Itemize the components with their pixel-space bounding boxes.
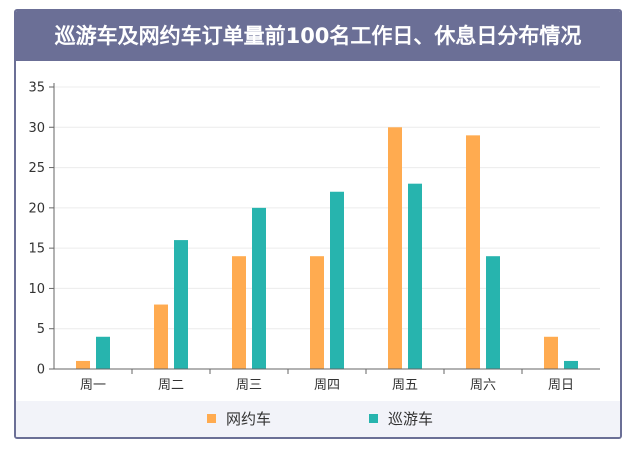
bar-marks (76, 127, 578, 370)
x-tick-label: 周四 (314, 378, 340, 393)
x-tick-label: 周二 (158, 378, 184, 393)
y-tick-label: 5 (37, 322, 45, 337)
bar-chart: 0 5 10 15 20 25 30 35 周一 周二 周三 周四 周五 周六 周日 (28, 81, 600, 393)
y-tick-label: 25 (28, 161, 45, 176)
bar-series-1[interactable] (252, 207, 266, 369)
y-tick-label: 0 (37, 363, 45, 378)
y-tick-label: 35 (28, 81, 45, 96)
axes: 0 5 10 15 20 25 30 35 周一 周二 周三 周四 周五 周六 周日 (28, 81, 600, 393)
legend-item-series-1[interactable]: 巡游车 (369, 401, 433, 437)
grid-lines (54, 86, 600, 330)
x-tick-label: 周三 (236, 378, 262, 393)
bar-series-0[interactable] (544, 336, 558, 369)
legend: 网约车 巡游车 (16, 401, 620, 437)
legend-label-series-1: 巡游车 (388, 410, 434, 428)
bar-series-1[interactable] (564, 360, 578, 369)
legend-item-series-0[interactable]: 网约车 (207, 401, 271, 437)
bar-series-0[interactable] (232, 256, 246, 369)
chart-title: 巡游车及网约车订单量前100名工作日、休息日分布情况 (16, 11, 620, 61)
bar-series-0[interactable] (154, 304, 168, 369)
chart-card: 巡游车及网约车订单量前100名工作日、休息日分布情况 0 5 10 15 20 25 30 3… (14, 9, 622, 439)
bar-series-1[interactable] (408, 183, 422, 369)
bar-series-0[interactable] (76, 360, 90, 369)
legend-swatch-series-0 (207, 414, 216, 423)
x-tick-label: 周日 (548, 378, 574, 393)
bar-series-1[interactable] (96, 336, 110, 369)
x-tick-label: 周五 (392, 378, 418, 393)
bar-series-0[interactable] (388, 127, 402, 370)
bar-series-0[interactable] (310, 256, 324, 369)
y-tick-label: 15 (28, 242, 45, 257)
y-tick-label: 30 (28, 121, 45, 136)
legend-label-series-0: 网约车 (226, 410, 272, 428)
y-tick-label: 20 (28, 201, 45, 216)
x-tick-label: 周一 (80, 378, 106, 393)
legend-swatch-series-1 (369, 414, 378, 423)
bar-series-0[interactable] (466, 135, 480, 369)
bar-series-1[interactable] (486, 256, 500, 369)
bar-series-1[interactable] (330, 191, 344, 369)
bar-series-1[interactable] (174, 240, 188, 369)
y-tick-label: 10 (28, 282, 45, 297)
x-tick-label: 周六 (470, 378, 496, 393)
